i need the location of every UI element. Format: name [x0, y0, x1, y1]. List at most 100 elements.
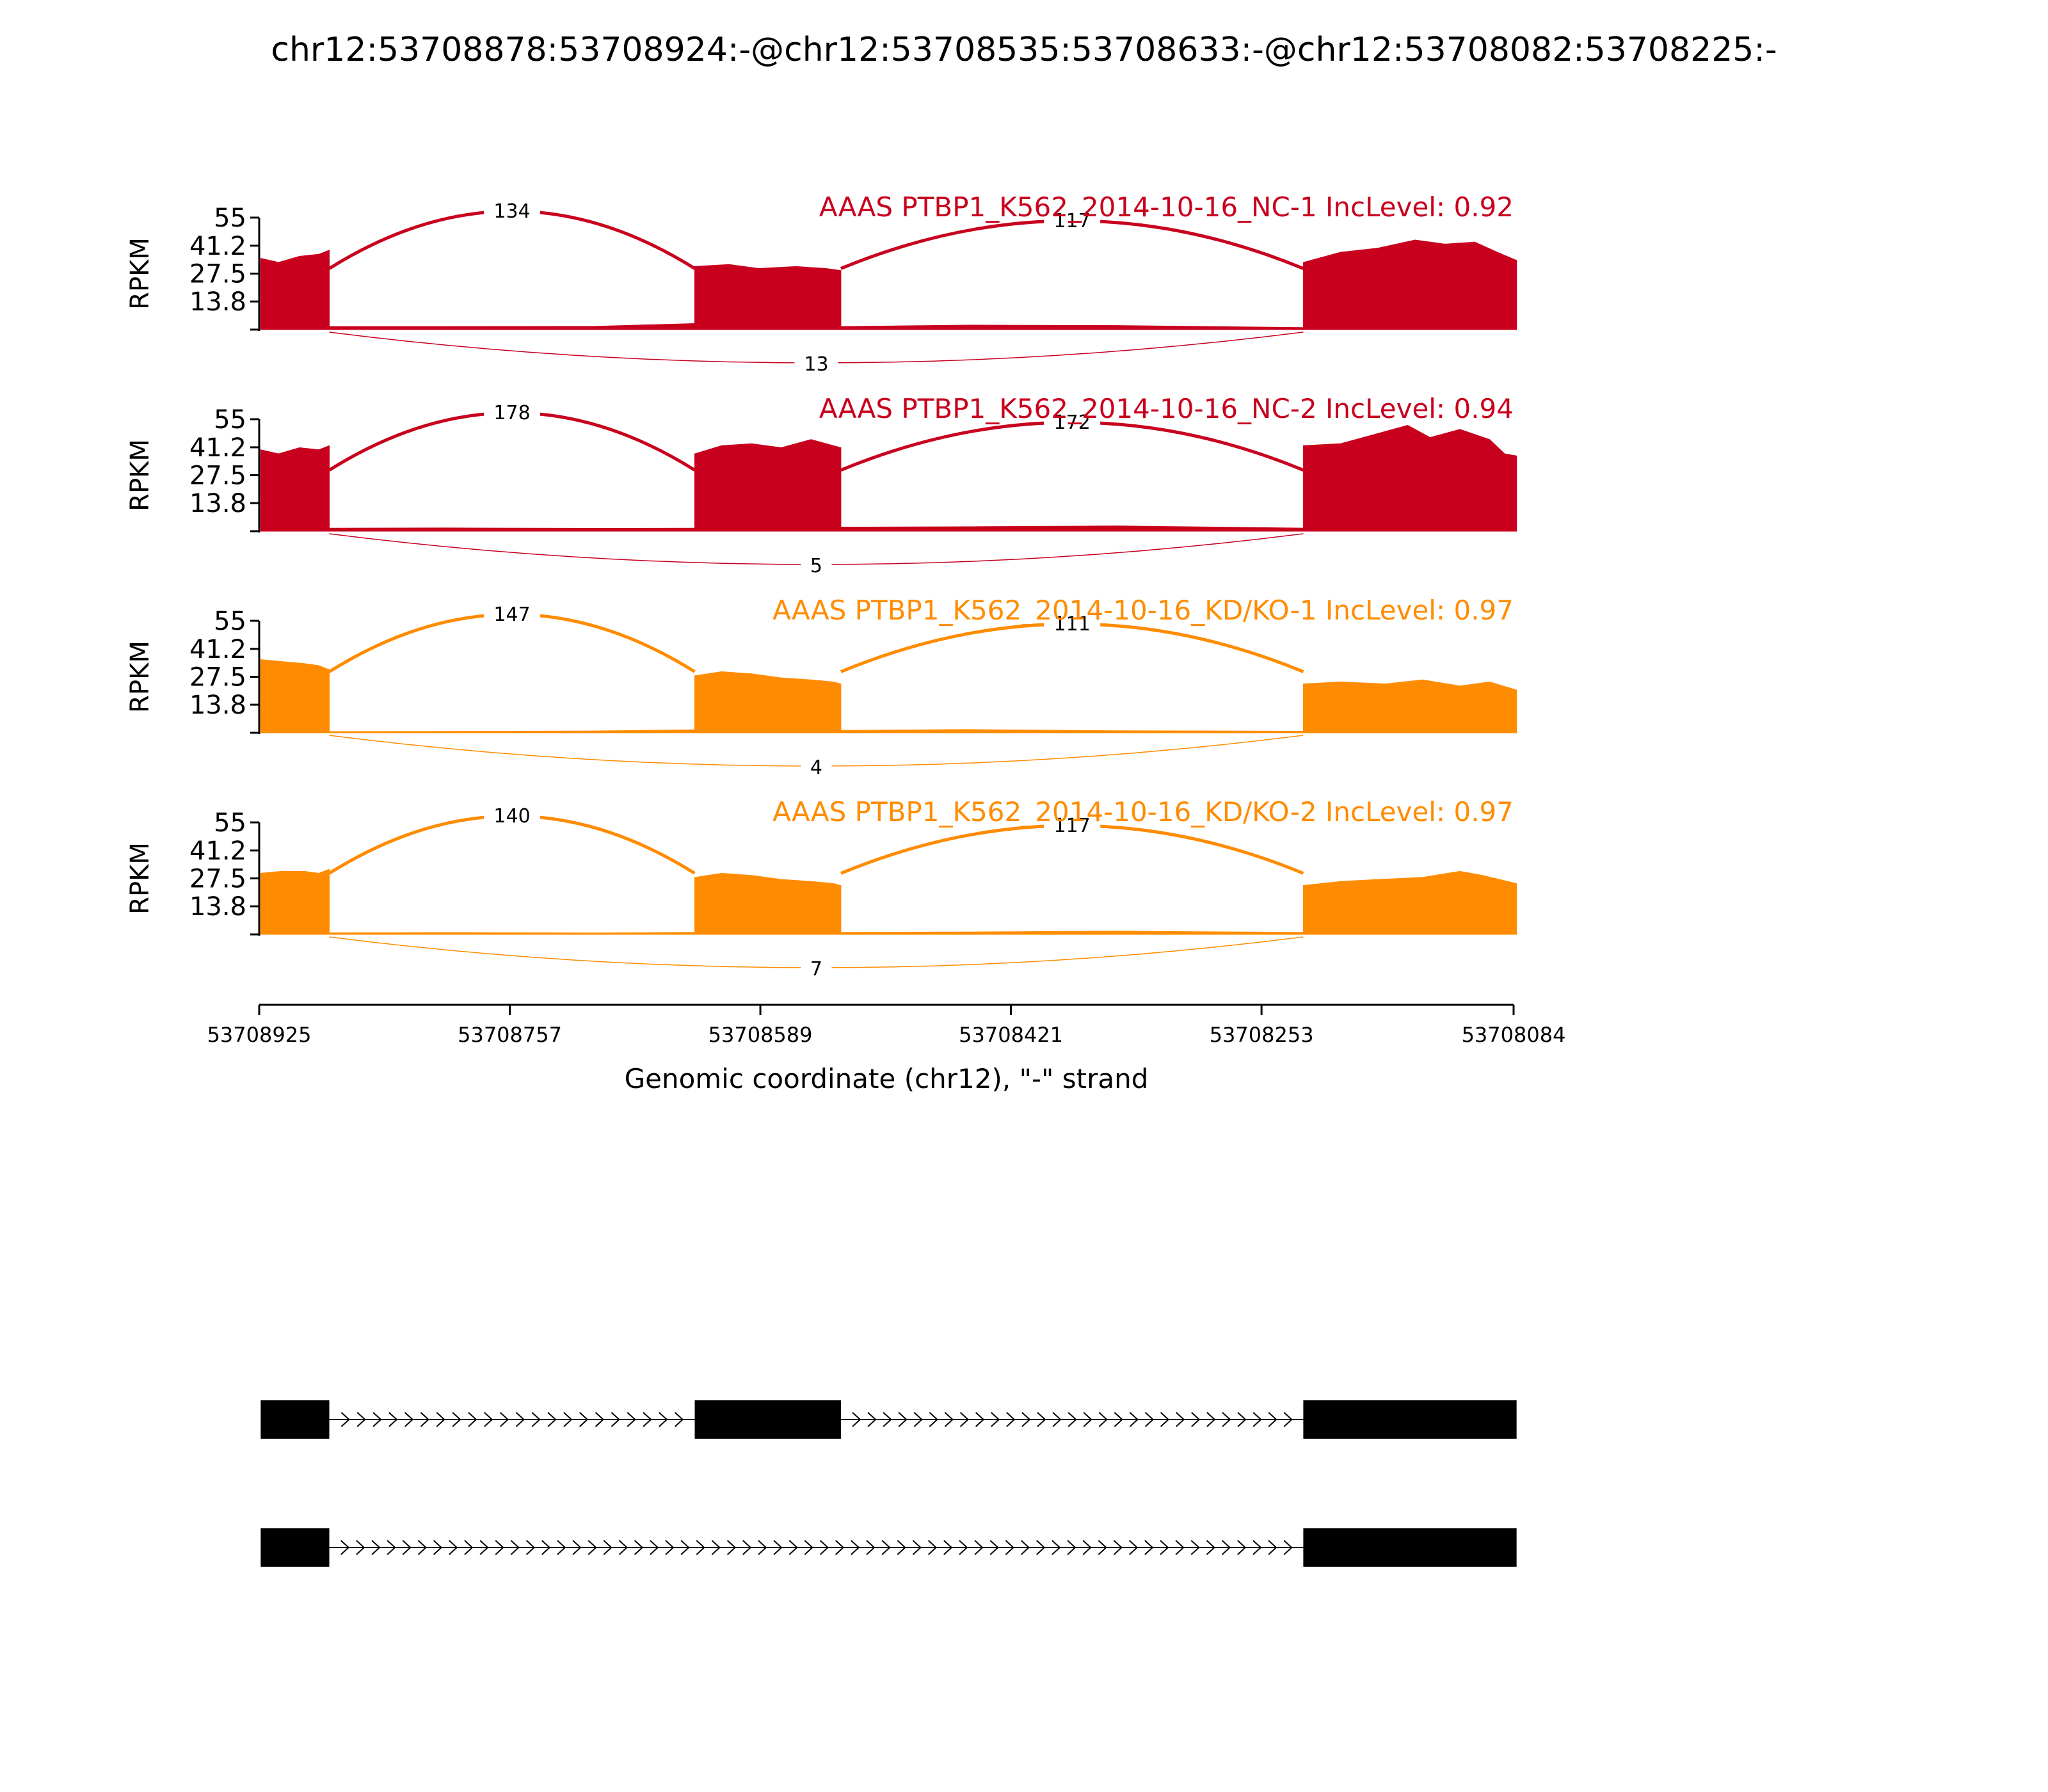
- coverage-segment-1: [260, 445, 330, 532]
- strand-arrow: [1020, 1540, 1030, 1555]
- strand-arrow: [1144, 1540, 1154, 1555]
- strand-arrow: [898, 1412, 908, 1427]
- strand-arrow: [1021, 1412, 1031, 1427]
- x-tick-label: 53708757: [458, 1023, 562, 1047]
- strand-arrow: [1144, 1412, 1155, 1427]
- strand-arrow: [1129, 1412, 1139, 1427]
- strand-arrow: [1128, 1540, 1139, 1555]
- y-tick-label: 41.2: [189, 433, 246, 463]
- y-tick-label: 13.8: [189, 892, 246, 922]
- strand-arrow: [665, 1540, 675, 1555]
- strand-arrow: [1068, 1412, 1077, 1427]
- coverage-segment-5: [1302, 679, 1517, 733]
- y-axis-label: RPKM: [125, 237, 155, 310]
- strand-arrow: [742, 1540, 752, 1555]
- strand-arrow: [340, 1412, 350, 1427]
- strand-arrow: [696, 1540, 705, 1555]
- coverage-segment-1: [260, 868, 330, 935]
- strand-arrow: [547, 1412, 557, 1427]
- strand-arrow: [618, 1540, 628, 1555]
- strand-arrow: [944, 1412, 954, 1427]
- junction-label-bg: [1044, 611, 1101, 636]
- exon-block: [1303, 1528, 1517, 1567]
- coverage-segment-5: [1302, 424, 1517, 532]
- isoform-track: [260, 1400, 1517, 1567]
- strand-arrow: [541, 1540, 551, 1555]
- strand-arrow: [835, 1540, 845, 1555]
- strand-arrow: [852, 1412, 861, 1427]
- strand-arrow: [468, 1412, 477, 1427]
- coverage-segment-3: [694, 671, 842, 733]
- junction-label-bg: [1044, 410, 1101, 434]
- strand-arrow: [417, 1540, 427, 1555]
- strand-arrow: [1113, 1540, 1123, 1555]
- strand-arrow: [788, 1540, 798, 1555]
- exon-block: [260, 1400, 330, 1439]
- strand-arrow: [1006, 1412, 1016, 1427]
- strand-arrow: [1268, 1540, 1277, 1555]
- junction-count-label: 4: [810, 756, 822, 779]
- coverage-segment-4: [840, 324, 1304, 330]
- strand-arrow: [611, 1412, 620, 1427]
- strand-arrow: [1160, 1540, 1169, 1555]
- strand-arrow: [1098, 1540, 1107, 1555]
- coverage-segment-4: [840, 525, 1304, 532]
- junction-label-bg: [801, 553, 832, 577]
- strand-arrow: [867, 1412, 877, 1427]
- strand-arrow: [1083, 1412, 1092, 1427]
- strand-arrow: [1005, 1540, 1014, 1555]
- junction-count-label: 134: [493, 200, 530, 223]
- strand-arrow: [1160, 1412, 1170, 1427]
- strand-arrow: [436, 1412, 445, 1427]
- sample-label: AAAS PTBP1_K562_2014-10-16_NC-1 IncLevel…: [819, 191, 1514, 223]
- junction-count-label: 5: [810, 555, 822, 577]
- junction-label-bg: [484, 602, 541, 626]
- y-axis-label: RPKM: [125, 439, 155, 511]
- y-tick-label: 13.8: [189, 287, 246, 317]
- strand-arrow: [579, 1412, 589, 1427]
- exon-block: [1303, 1400, 1517, 1439]
- strand-arrow: [975, 1412, 985, 1427]
- junction-label-bg: [1044, 208, 1101, 232]
- junction-count-label: 172: [1054, 412, 1091, 434]
- junction-label-bg: [484, 198, 541, 223]
- chart-title: chr12:53708878:53708924:-@chr12:53708535…: [271, 31, 1777, 69]
- coverage-segment-5: [1302, 870, 1517, 935]
- strand-arrow: [881, 1540, 891, 1555]
- y-tick-label: 13.8: [189, 489, 246, 518]
- strand-arrow: [1037, 1412, 1046, 1427]
- strand-arrow: [372, 1412, 382, 1427]
- strand-arrow: [943, 1540, 953, 1555]
- strand-arrow: [680, 1540, 690, 1555]
- coverage-segment-2: [329, 527, 695, 532]
- y-tick-label: 27.5: [189, 260, 246, 289]
- strand-arrow: [510, 1540, 520, 1555]
- coverage-segment-2: [329, 932, 695, 935]
- strand-arrow: [758, 1540, 767, 1555]
- junction-count-label: 147: [493, 604, 530, 626]
- strand-arrow: [499, 1412, 509, 1427]
- strand-arrow: [479, 1540, 489, 1555]
- coverage-segment-3: [694, 872, 842, 935]
- junction-count-label: 178: [493, 402, 530, 424]
- y-axis-label: RPKM: [125, 641, 155, 713]
- y-tick-label: 41.2: [189, 635, 246, 664]
- x-axis: 53708925 53708757 53708589 53708421 53708253…: [207, 1004, 1565, 1047]
- sample-label: AAAS PTBP1_K562_2014-10-16_KD/KO-2 IncLe…: [772, 796, 1514, 828]
- strand-arrow: [1252, 1412, 1262, 1427]
- strand-arrow: [974, 1540, 984, 1555]
- coverage-segment-1: [260, 250, 330, 330]
- sample-label: AAAS PTBP1_K562_2014-10-16_KD/KO-1 IncLe…: [772, 595, 1514, 626]
- junction-label-bg: [484, 400, 541, 424]
- x-tick-label: 53708421: [959, 1023, 1063, 1047]
- y-tick-label: 55: [214, 405, 246, 435]
- strand-arrow: [1221, 1540, 1231, 1555]
- strand-arrow: [420, 1412, 429, 1427]
- strand-arrow: [1114, 1412, 1123, 1427]
- strand-arrow: [563, 1412, 573, 1427]
- strand-arrow: [1206, 1412, 1216, 1427]
- strand-arrow: [897, 1540, 906, 1555]
